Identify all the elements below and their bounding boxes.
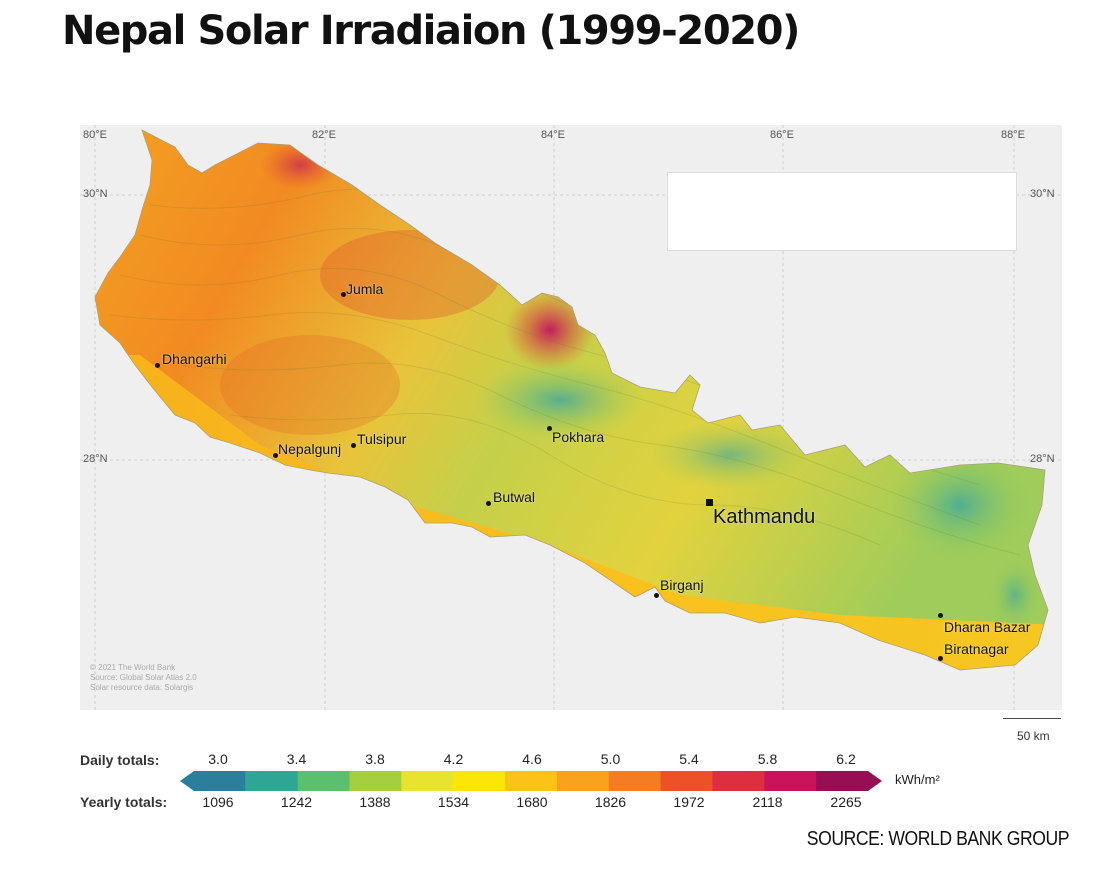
city-label-butwal: Butwal (493, 489, 536, 505)
city-marker (273, 453, 278, 458)
legend-unit: kWh/m² (895, 772, 940, 787)
city-marker (938, 613, 943, 618)
city-label-jumla: Jumla (346, 281, 384, 297)
city-label-biratnagar: Biratnagar (944, 641, 1009, 657)
scale-bar (1003, 718, 1061, 719)
latitude-label-28n-left: 28°N (83, 453, 108, 465)
legend-color-swatch (556, 771, 610, 791)
latitude-label-30n-left: 30°N (83, 188, 108, 200)
map-credits: © 2021 The World Bank Source: Global Sol… (90, 663, 197, 693)
latitude-label-30n-right: 30°N (1030, 188, 1055, 200)
credit-line: Source: Global Solar Atlas 2.0 (90, 673, 197, 682)
city-marker (547, 426, 552, 431)
legend-daily-value: 5.8 (757, 751, 778, 767)
legend-yearly-value: 2265 (830, 794, 862, 810)
legend-color-swatch (453, 771, 506, 791)
page-title: Nepal Solar Irradiaion (1999-2020) (62, 8, 800, 54)
city-marker (486, 501, 491, 506)
solar-irradiation-map: 80°E 82°E 84°E 86°E 88°E 30°N 30°N 28°N … (80, 125, 1062, 710)
legend-daily-value: 6.2 (836, 751, 856, 767)
city-marker (938, 656, 943, 661)
legend-daily-value: 3.0 (208, 751, 228, 767)
legend-color-swatch (660, 771, 713, 791)
credit-line: Solar resource data: Solargis (90, 683, 194, 692)
longitude-label-84e: 84°E (541, 129, 565, 141)
city-marker (654, 593, 659, 598)
city-label-tulsipur: Tulsipur (357, 431, 407, 447)
legend-color-swatch (180, 771, 246, 791)
legend-colorbar (180, 771, 882, 791)
city-marker (155, 363, 160, 368)
legend-daily-value: 3.8 (365, 751, 385, 767)
legend-color-swatch (712, 771, 765, 791)
map-canvas (80, 125, 1062, 710)
legend-daily-value: 4.6 (522, 751, 542, 767)
legend-yearly-label: Yearly totals: (80, 794, 168, 810)
longitude-label-82e: 82°E (312, 129, 336, 141)
city-marker (341, 292, 346, 297)
legend-yearly-value: 1972 (673, 794, 705, 810)
city-label-dharan-bazar: Dharan Bazar (944, 619, 1031, 635)
legend-yearly-value: 1680 (516, 794, 548, 810)
city-label-pokhara: Pokhara (552, 429, 605, 445)
credit-line: © 2021 The World Bank (90, 663, 176, 672)
city-label-kathmandu: Kathmandu (713, 506, 816, 528)
legend-daily-value: 5.0 (600, 751, 621, 767)
source-credit: SOURCE: WORLD BANK GROUP (806, 828, 1070, 850)
legend-color-swatch (349, 771, 402, 791)
legend-color-swatch (764, 771, 817, 791)
legend-yearly-value: 1388 (359, 794, 391, 810)
legend-daily-value: 3.4 (286, 751, 307, 767)
legend-daily-label: Daily totals: (80, 752, 160, 768)
longitude-label-86e: 86°E (770, 129, 794, 141)
capital-marker (706, 499, 713, 506)
scale-label: 50 km (1017, 729, 1050, 743)
legend-color-swatch (401, 771, 454, 791)
legend-color-swatch (505, 771, 558, 791)
legend-color-swatch (816, 771, 882, 791)
latitude-label-28n-right: 28°N (1030, 453, 1055, 465)
longitude-label-80e: 80°E (83, 129, 107, 141)
legend-color-swatch (608, 771, 662, 791)
legend-color-swatch (297, 771, 351, 791)
legend-daily-value: 4.2 (443, 751, 464, 767)
city-label-dhangarhi: Dhangarhi (162, 351, 227, 367)
legend-yearly-value: 1096 (202, 794, 234, 810)
city-label-nepalgunj: Nepalgunj (278, 441, 342, 457)
legend-color-swatch (245, 771, 299, 791)
legend-yearly-value: 2118 (752, 794, 783, 810)
blank-overlay-box (667, 172, 1017, 251)
legend-yearly-value: 1534 (437, 794, 470, 810)
legend-yearly-value: 1826 (594, 794, 627, 810)
city-label-birganj: Birganj (660, 577, 704, 593)
legend-daily-value: 5.4 (679, 751, 699, 767)
city-marker (351, 443, 356, 448)
legend-yearly-value: 1242 (280, 794, 313, 810)
longitude-label-88e: 88°E (1001, 129, 1025, 141)
